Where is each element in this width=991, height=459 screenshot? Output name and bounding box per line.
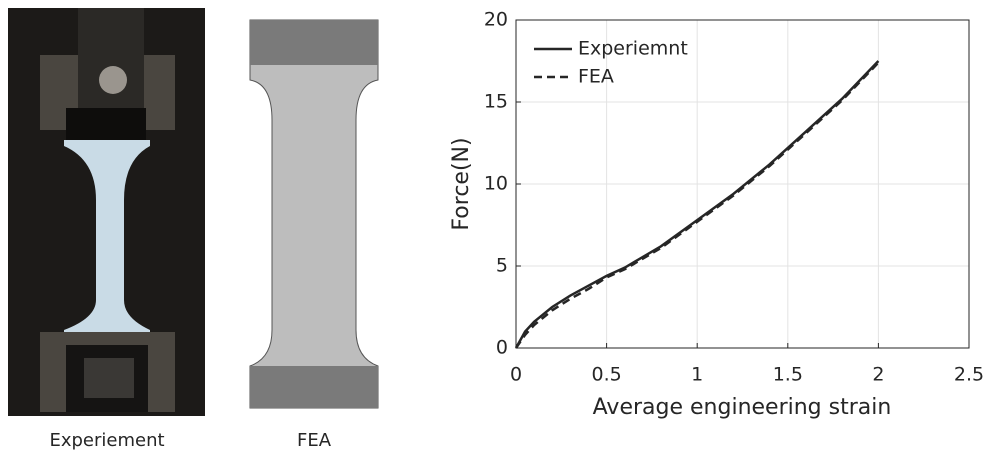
- photo-caption: Experiement: [49, 430, 164, 451]
- specimen-photo: [8, 8, 205, 416]
- y-tick-label: 10: [484, 173, 508, 195]
- y-tick-label: 20: [484, 9, 508, 31]
- y-tick-label: 5: [496, 255, 508, 277]
- x-tick-label: 2.5: [954, 364, 984, 386]
- x-tick-label: 0: [510, 364, 522, 386]
- plot-frame: [515, 19, 970, 349]
- x-axis-label: Average engineering strain: [593, 395, 892, 420]
- fea-diagram: [249, 19, 379, 409]
- y-tick-label: 0: [496, 337, 508, 359]
- y-axis-label: Force(N): [449, 137, 474, 230]
- legend-label: FEA: [578, 66, 614, 88]
- x-tick-label: 0.5: [591, 364, 621, 386]
- x-tick-label: 1: [691, 364, 703, 386]
- series-line: [514, 61, 880, 349]
- legend-label: Experiemnt: [578, 38, 688, 60]
- x-tick-label: 1.5: [773, 364, 803, 386]
- fea-caption: FEA: [297, 430, 332, 451]
- x-tick-label: 2: [872, 364, 884, 386]
- y-tick-label: 15: [484, 91, 508, 113]
